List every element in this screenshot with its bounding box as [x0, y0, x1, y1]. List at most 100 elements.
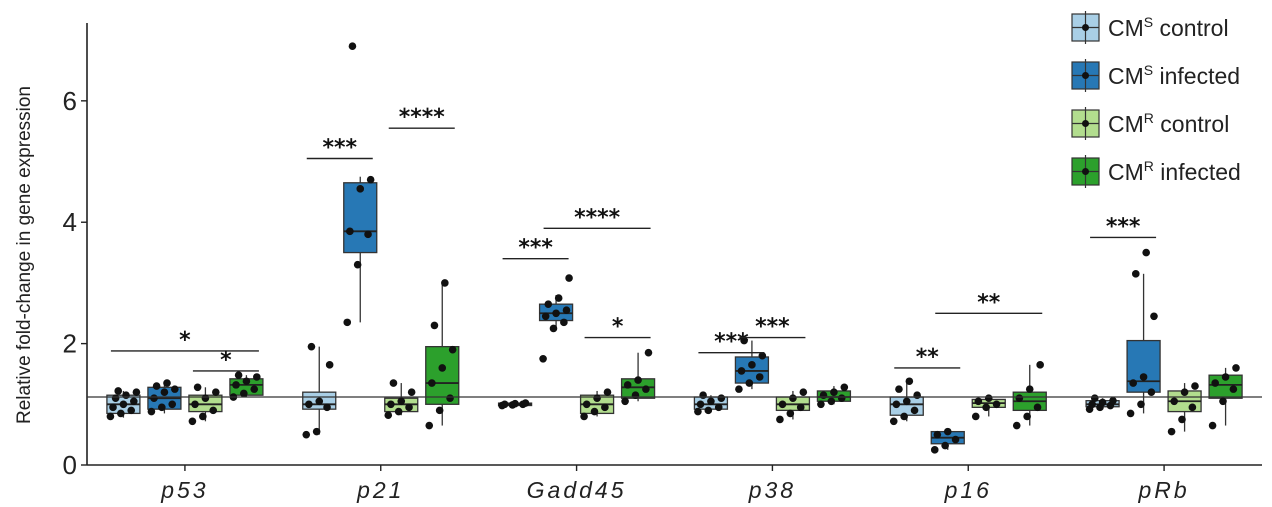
legend-label: CMS infected — [1108, 62, 1240, 89]
data-point — [796, 403, 805, 412]
data-point — [837, 394, 846, 403]
data-point — [1180, 388, 1189, 396]
legend-item: CMS infected — [1071, 59, 1240, 92]
data-point — [1167, 427, 1176, 436]
data-point — [1208, 421, 1217, 430]
data-point — [580, 412, 588, 421]
box-p53-series-0 — [106, 387, 141, 421]
data-point — [1211, 379, 1219, 387]
box-p53-series-2 — [188, 383, 223, 426]
data-point — [500, 400, 509, 409]
data-point — [366, 175, 375, 184]
significance-label: ** — [916, 345, 940, 370]
data-point — [240, 389, 248, 398]
box-rect — [343, 182, 378, 254]
data-point — [895, 385, 903, 393]
data-point — [758, 351, 767, 360]
legend-swatch-point — [1082, 168, 1089, 175]
data-point — [1109, 396, 1117, 405]
data-point — [307, 342, 316, 351]
data-point — [302, 430, 311, 439]
data-point — [446, 394, 454, 403]
significance-label: *** — [714, 330, 749, 355]
data-point — [163, 379, 171, 387]
data-point — [168, 400, 177, 409]
significance-label: **** — [574, 205, 621, 230]
data-point — [425, 421, 434, 430]
y-axis-label: Relative fold-change in gene expression — [14, 86, 35, 424]
data-point — [1229, 385, 1238, 393]
data-point — [889, 417, 898, 426]
data-point — [539, 354, 547, 363]
data-point — [312, 427, 321, 436]
x-tick-label: p16 — [944, 477, 992, 503]
data-point — [789, 394, 797, 403]
box-p21-series-2 — [384, 379, 419, 420]
data-point — [389, 379, 398, 387]
y-tick-label: 0 — [63, 450, 77, 480]
box-p21-series-1 — [343, 42, 378, 327]
data-point — [778, 400, 787, 409]
legend-item: CMR infected — [1071, 155, 1241, 188]
data-point — [199, 412, 207, 421]
data-point — [623, 381, 632, 389]
box-p38-series-0 — [693, 391, 729, 416]
data-point — [394, 407, 403, 416]
data-point — [971, 412, 980, 421]
data-point — [346, 227, 354, 236]
data-point — [234, 371, 243, 379]
x-tick-label: p21 — [356, 477, 404, 503]
data-point — [111, 394, 120, 403]
data-point — [1131, 270, 1140, 278]
box-Gadd45-series-1 — [538, 274, 574, 363]
data-point — [511, 399, 519, 408]
data-point — [356, 185, 365, 193]
box-Gadd45-series-3 — [620, 348, 656, 406]
data-point — [250, 385, 259, 393]
data-point — [1188, 403, 1197, 412]
data-point — [562, 306, 571, 315]
x-tick-label: pRb — [1137, 477, 1189, 503]
data-point — [1137, 400, 1145, 409]
data-point — [552, 309, 560, 318]
box-rect — [425, 345, 460, 405]
legend-item: CMS control — [1071, 11, 1229, 44]
data-point — [1139, 373, 1148, 381]
significance-label: * — [612, 315, 624, 340]
data-point — [992, 400, 1001, 409]
data-point — [353, 260, 362, 269]
data-point — [714, 403, 723, 412]
box-pRb-series-3 — [1208, 364, 1243, 430]
legend: CMS control CMS infected CMR control CMR in… — [1071, 11, 1241, 188]
significance-label: * — [179, 328, 191, 353]
data-point — [982, 403, 990, 412]
data-point — [188, 417, 197, 426]
data-point — [441, 279, 449, 287]
box-p38-series-1 — [734, 336, 770, 393]
box-p16-series-3 — [1012, 361, 1047, 430]
data-point — [430, 321, 439, 330]
data-point — [117, 409, 125, 418]
data-point — [755, 373, 764, 381]
data-point — [717, 394, 726, 403]
data-point — [817, 400, 825, 409]
data-point — [696, 400, 705, 409]
data-point — [974, 397, 983, 406]
box-p53-series-1 — [147, 379, 182, 416]
significance-label: *** — [322, 135, 357, 160]
data-point — [1147, 388, 1156, 396]
legend-label: CMS control — [1108, 14, 1229, 41]
data-point — [565, 274, 573, 282]
x-tick-label: p38 — [748, 477, 796, 503]
data-point — [193, 383, 202, 392]
data-point — [943, 427, 952, 436]
data-point — [735, 385, 743, 393]
data-point — [242, 377, 251, 386]
data-point — [1023, 412, 1031, 421]
data-point — [745, 379, 754, 387]
significance-label: **** — [399, 105, 446, 130]
data-point — [1012, 421, 1021, 430]
data-point — [740, 336, 748, 345]
